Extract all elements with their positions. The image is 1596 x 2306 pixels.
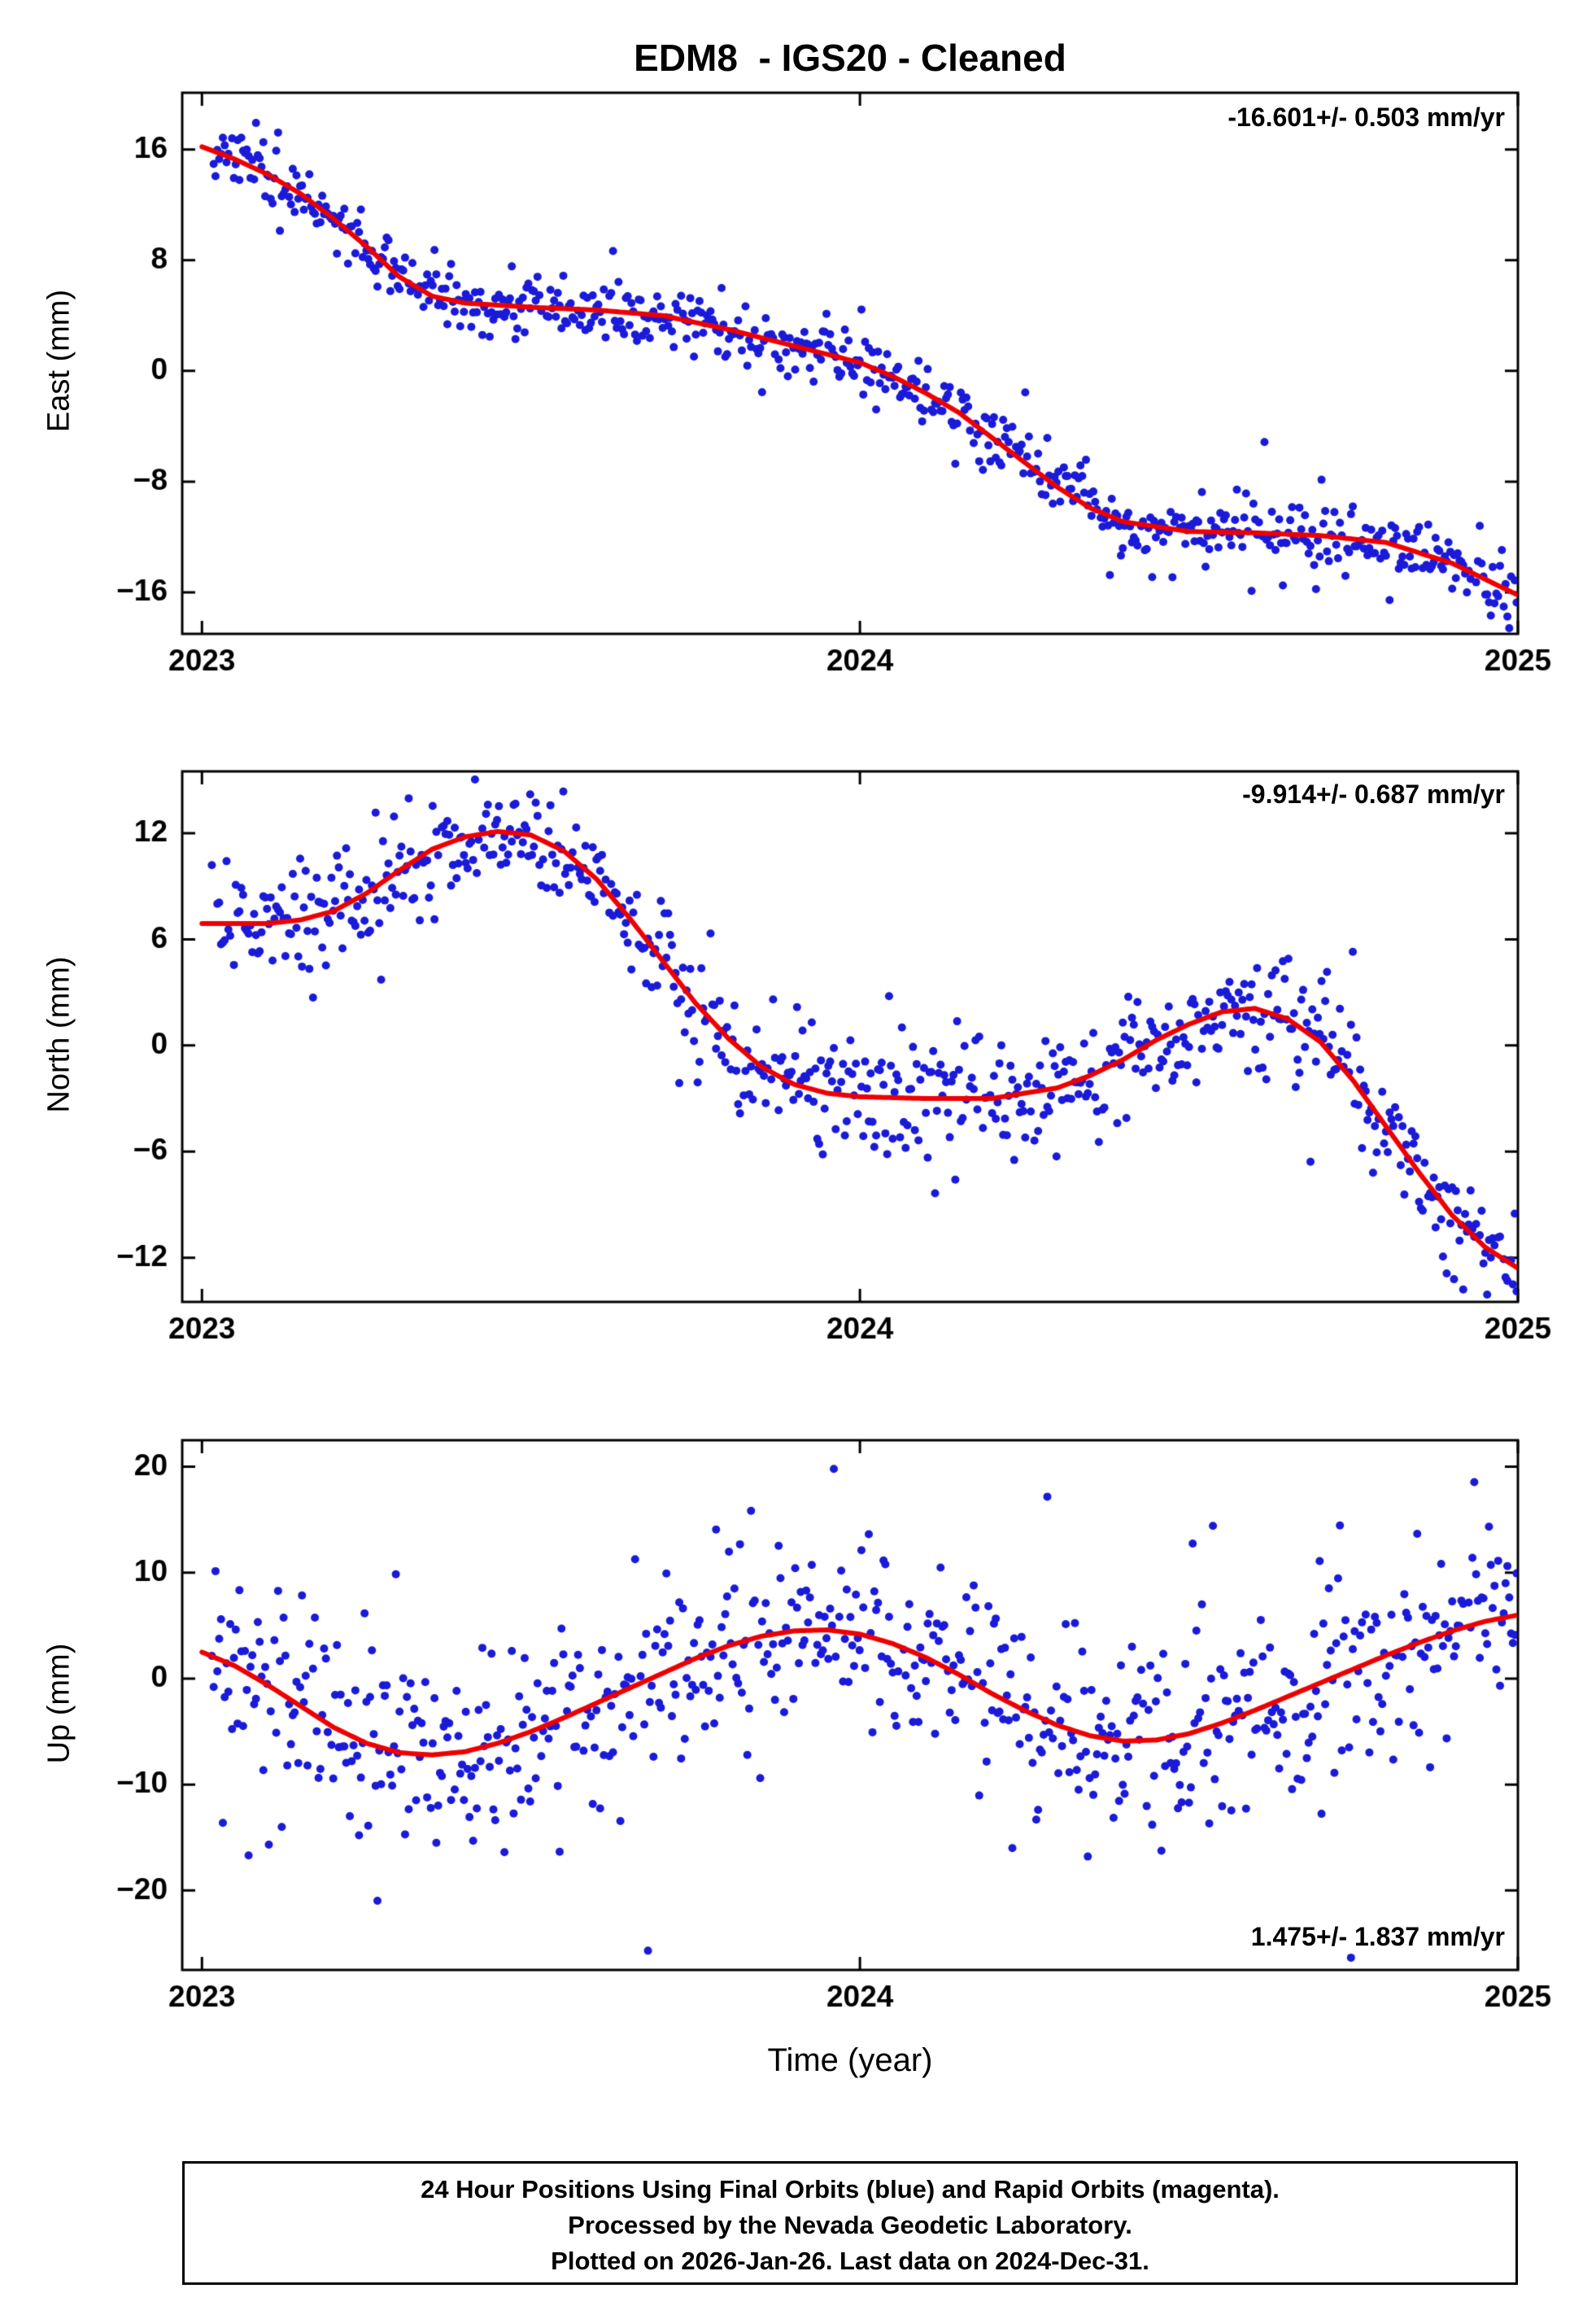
east-rate-annotation: -16.601+/- 0.503 mm/yr (1228, 103, 1505, 132)
footer-line-2: Processed by the Nevada Geodetic Laborat… (568, 2211, 1132, 2239)
north-rate-annotation: -9.914+/- 0.687 mm/yr (1242, 780, 1505, 809)
up-rate-annotation: 1.475+/- 1.837 mm/yr (1250, 1922, 1505, 1951)
north-axis-label: North (mm) (41, 956, 76, 1113)
footer-line-1: 24 Hour Positions Using Final Orbits (bl… (421, 2175, 1280, 2203)
up-axis-label: Up (mm) (41, 1643, 76, 1764)
page-title: EDM8 - IGS20 - Cleaned (634, 37, 1066, 79)
footer-line-3: Plotted on 2026-Jan-26. Last data on 202… (551, 2247, 1149, 2275)
x-axis-label: Time (year) (767, 2042, 933, 2078)
footer-box: 24 Hour Positions Using Final Orbits (bl… (182, 2161, 1518, 2285)
east-axis-label: East (mm) (41, 289, 76, 433)
